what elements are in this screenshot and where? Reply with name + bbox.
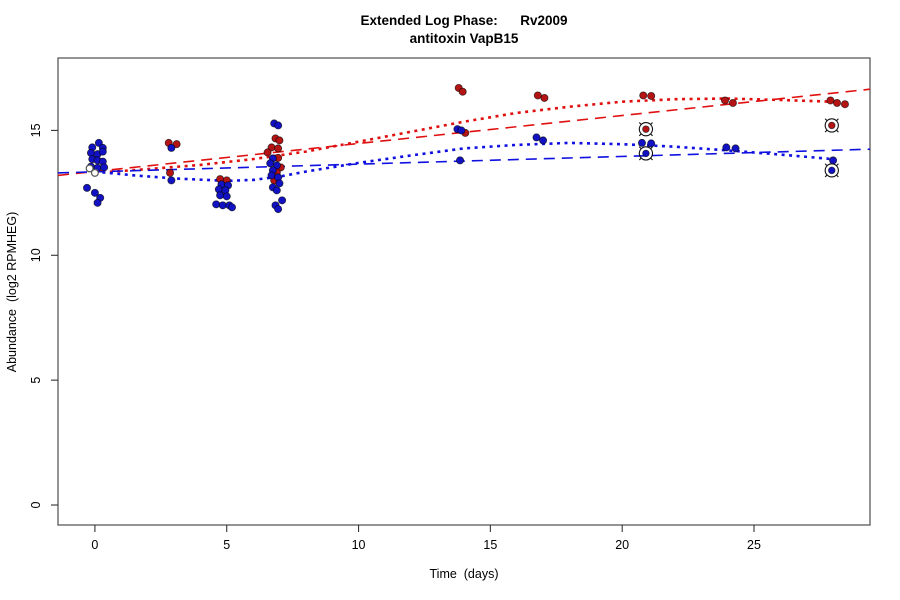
- plot-box: [57, 57, 871, 526]
- blue-circled-outliers-ring-tick: [638, 157, 642, 161]
- red-samples-point: [275, 136, 284, 145]
- red-linear-fit-trend-line: [57, 88, 871, 177]
- blue-samples-point: [272, 186, 281, 195]
- red-samples-point: [833, 98, 842, 107]
- x-tick-label: 25: [747, 538, 761, 552]
- blue-samples-point: [722, 143, 731, 152]
- blue-circled-outliers-ring-tick: [650, 146, 653, 150]
- red-samples-point: [533, 91, 542, 100]
- blue-samples-point: [647, 139, 656, 148]
- blue-circled-outliers-ring-tick: [836, 174, 839, 178]
- x-tick-label: 20: [615, 538, 629, 552]
- red-samples-point: [647, 91, 656, 100]
- blue-samples-point: [218, 201, 227, 210]
- blue-circled-outliers-ring-tick: [824, 174, 828, 178]
- blue-samples-point: [222, 192, 231, 201]
- red-samples-point: [840, 100, 849, 109]
- blue-samples-point: [212, 200, 221, 209]
- y-tick-label: 5: [29, 377, 43, 384]
- blue-samples-point: [457, 126, 466, 135]
- blue-samples-point: [90, 188, 99, 197]
- red-samples-point: [166, 168, 175, 177]
- y-axis-label: Abundance (log2 RPMHEG): [5, 211, 19, 373]
- red-circled-outliers-ring: [824, 118, 839, 133]
- blue-circled-outliers-ring-tick: [638, 146, 642, 150]
- red-circled-outliers-ring-tick: [638, 122, 642, 125]
- red-circled-outliers-ring-tick: [650, 133, 653, 137]
- blue-samples-point: [278, 196, 287, 205]
- chart-title-line2: antitoxin VapB15: [409, 31, 519, 46]
- x-axis-label: Time (days): [429, 567, 499, 581]
- red-circled-outliers-ring-tick: [824, 129, 828, 133]
- open-points-point: [85, 164, 94, 173]
- blue-samples-point: [274, 121, 283, 130]
- red-samples-point: [639, 91, 648, 100]
- x-tick-label: 0: [91, 538, 98, 552]
- red-samples-point: [728, 98, 737, 107]
- blue-samples-point: [227, 203, 236, 212]
- blue-samples-point: [93, 198, 102, 207]
- blue-samples-point: [167, 143, 176, 152]
- chart-title-line1: Extended Log Phase: Rv2009: [360, 13, 568, 28]
- blue-samples-point: [83, 183, 92, 192]
- blue-samples-point: [829, 156, 838, 165]
- blue-samples-point: [274, 205, 283, 214]
- blue-circled-outliers-ring-tick: [836, 163, 839, 167]
- red-circled-outliers-ring-tick: [836, 129, 839, 133]
- blue-samples-point: [637, 138, 646, 147]
- red-samples-point: [458, 87, 467, 96]
- red-samples-point: [540, 93, 549, 102]
- red-circled-outliers-ring-tick: [650, 122, 653, 125]
- x-tick-label: 15: [483, 538, 497, 552]
- red-circled-outliers-ring-tick: [836, 118, 839, 122]
- blue-circled-outliers-point: [828, 166, 836, 175]
- blue-linear-fit-trend-line: [57, 148, 871, 174]
- y-tick-label: 0: [29, 501, 43, 508]
- blue-circled-outliers-ring-tick: [824, 163, 828, 167]
- blue-samples-point: [100, 163, 109, 172]
- red-circled-outliers-point: [828, 121, 836, 130]
- blue-samples-point: [267, 171, 276, 180]
- red-samples-point: [826, 96, 835, 105]
- blue-samples-point: [167, 176, 176, 185]
- red-circled-outliers-ring-tick: [824, 118, 828, 122]
- blue-samples-point: [456, 156, 465, 165]
- y-tick-label: 15: [29, 123, 43, 137]
- x-tick-label: 5: [223, 538, 230, 552]
- red-circled-outliers-ring-tick: [638, 133, 642, 137]
- blue-samples-point: [275, 179, 284, 188]
- blue-samples-point: [731, 144, 740, 153]
- blue-samples-point: [539, 136, 548, 145]
- blue-samples-point: [532, 133, 541, 142]
- blue-samples-point: [98, 147, 107, 156]
- blue-circled-outliers-ring: [638, 146, 654, 161]
- blue-circled-outliers-ring: [824, 163, 839, 178]
- red-samples-point: [263, 148, 272, 157]
- y-tick-label: 10: [29, 248, 43, 262]
- blue-circled-outliers-ring-tick: [650, 157, 653, 161]
- red-circled-outliers-point: [642, 125, 650, 133]
- red-circled-outliers-ring: [638, 122, 654, 137]
- blue-circled-outliers-point: [642, 149, 650, 158]
- open-points-point: [90, 168, 99, 177]
- blue-samples-point: [266, 159, 275, 168]
- blue-lowess-trend-line: [94, 141, 834, 183]
- red-samples-point: [274, 144, 283, 153]
- x-tick-label: 10: [352, 538, 366, 552]
- blue-samples-point: [216, 191, 225, 200]
- red-samples-point: [721, 96, 730, 105]
